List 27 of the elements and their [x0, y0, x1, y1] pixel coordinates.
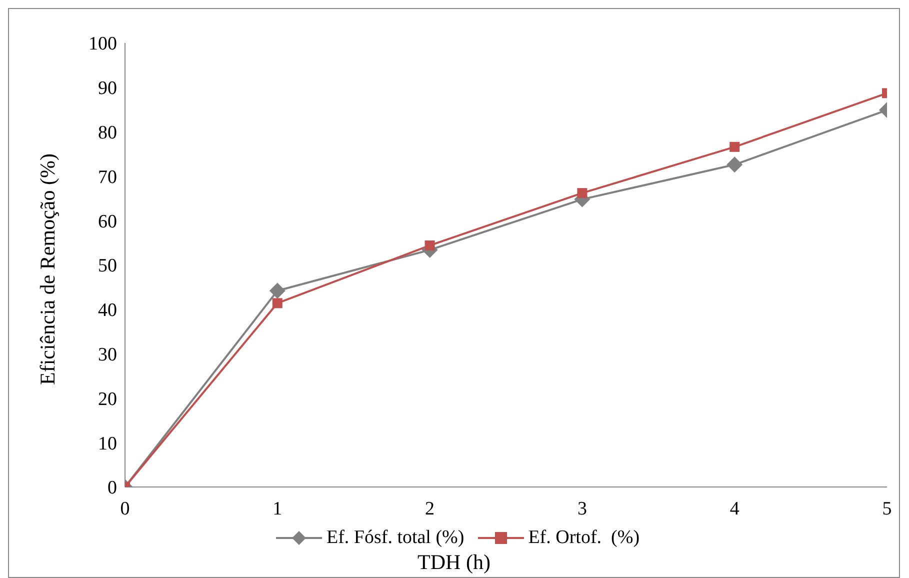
legend-label: Ef. Ortof. (%): [528, 527, 640, 549]
point: [726, 156, 743, 173]
y-tick-label: 90: [98, 78, 117, 100]
y-tick-label: 80: [98, 122, 117, 144]
y-tick-label: 40: [98, 300, 117, 322]
y-tick-label: 20: [98, 388, 117, 410]
point: [730, 142, 740, 152]
y-tick-label: 30: [98, 344, 117, 366]
x-tick-label: 4: [730, 498, 740, 520]
x-tick-label: 2: [425, 498, 435, 520]
y-tick-label: 10: [98, 433, 117, 454]
point: [269, 282, 286, 299]
legend-label: Ef. Fósf. total (%): [326, 527, 464, 549]
x-tick-label: 5: [882, 498, 892, 520]
y-tick-label: 50: [98, 256, 117, 277]
x-axis-title: TDH (h): [416, 550, 492, 575]
y-tick-label: 70: [98, 166, 117, 188]
point: [577, 188, 588, 198]
y-tick-label: 100: [88, 34, 117, 55]
x-tick-label: 0: [120, 498, 130, 520]
x-tick-label: 1: [272, 498, 282, 520]
y-tick-label: 60: [98, 211, 117, 232]
point: [272, 298, 282, 308]
y-tick-label: 0: [108, 478, 117, 499]
x-tick-label: 3: [577, 498, 587, 520]
y-axis-title: Eficiência de Remoção (%): [35, 154, 60, 385]
point: [424, 240, 435, 250]
